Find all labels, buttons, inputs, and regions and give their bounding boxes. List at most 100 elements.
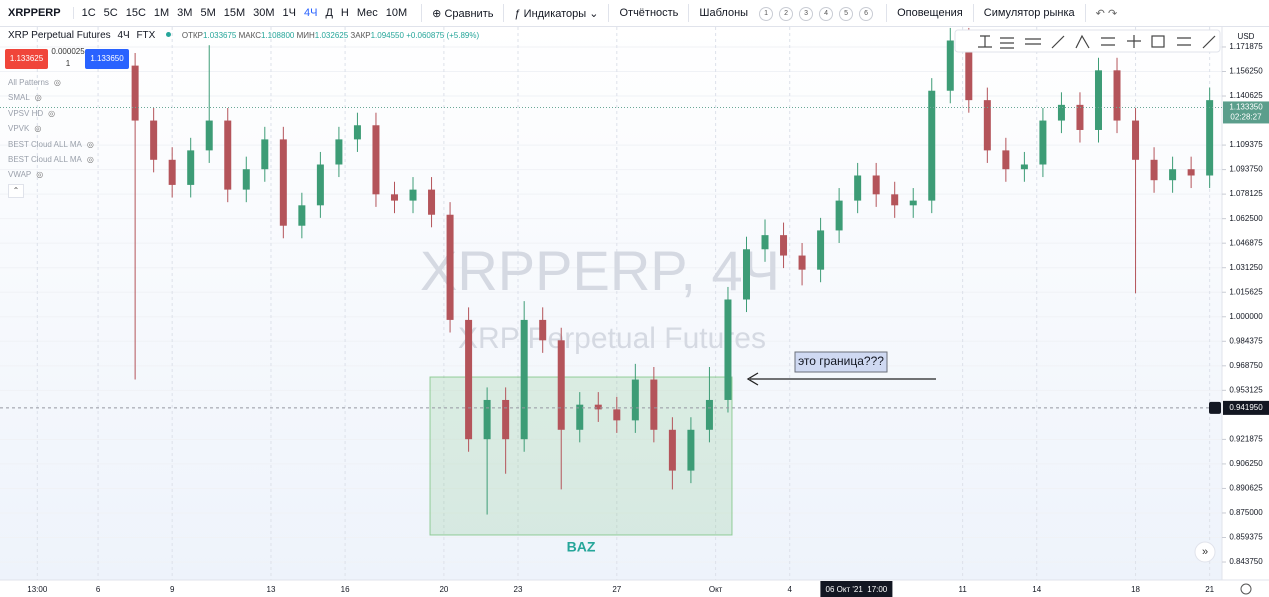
open-value: 1.033675	[203, 31, 237, 40]
candle-body	[335, 139, 343, 165]
candle-body	[131, 65, 139, 121]
replay-button[interactable]: Симулятор рынка	[983, 7, 1075, 19]
x-tick-label: 16	[341, 585, 350, 594]
undo[interactable]: ↶ ↷	[1095, 7, 1118, 20]
indicators-button[interactable]: ƒ Индикаторы ⌄	[514, 7, 599, 20]
status-dot	[166, 32, 172, 37]
study[interactable]: VPSV HD ◎	[8, 106, 94, 121]
interval[interactable]: 3М	[177, 7, 193, 19]
study[interactable]: All Patterns ◎	[8, 75, 94, 90]
reports-button[interactable]: Отчётность	[619, 7, 679, 19]
candle-body	[428, 189, 436, 215]
low-label: МИН	[296, 31, 315, 40]
low-value: 1.032625	[314, 31, 349, 40]
candle-body	[668, 429, 676, 471]
interval[interactable]: 1Ч	[282, 7, 296, 19]
interval[interactable]: 5М	[200, 7, 216, 19]
y-tick-label: 0.890625	[1229, 484, 1263, 493]
layout-slot[interactable]: 3	[799, 6, 814, 21]
y-tick-label: 0.875000	[1229, 508, 1263, 517]
high-value: 1.108800	[260, 31, 295, 40]
candle-body	[631, 379, 639, 421]
candle-body	[1150, 159, 1158, 181]
layout-slot[interactable]: 5	[839, 6, 854, 21]
legend-interval: 4Ч	[117, 30, 130, 41]
studies-list: All Patterns ◎ SMAL ◎ VPSV HD ◎ VPVK ◎ BEST Clou…	[8, 75, 94, 183]
candle-body	[150, 120, 158, 160]
visibility-icon: ◎	[48, 108, 56, 118]
interval[interactable]: 30М	[253, 7, 275, 19]
candle-body	[390, 194, 398, 201]
visibility-icon: ◎	[34, 93, 42, 103]
buy-button[interactable]: 1.133650	[85, 49, 129, 69]
x-tick-label: 23	[514, 585, 523, 594]
alerts-button[interactable]: Оповещения	[897, 7, 963, 19]
candle-body	[724, 299, 732, 400]
study[interactable]: VWAP ◎	[8, 167, 94, 182]
candle-body	[1039, 120, 1047, 165]
y-tick-label: 0.953125	[1229, 385, 1263, 394]
collapse-button[interactable]: ⌃	[8, 184, 24, 198]
callout-text: это граница???	[798, 354, 884, 368]
candle-body	[372, 125, 380, 195]
change-value: +0.060875 (+5.89%)	[406, 31, 480, 40]
legend-exchange: FTX	[136, 30, 156, 41]
candle-body	[502, 399, 510, 440]
symbol[interactable]: XRPPERP	[0, 7, 74, 19]
x-tick-label: 13	[267, 585, 276, 594]
study[interactable]: BEST Cloud ALL MA ◎	[8, 152, 94, 167]
interval[interactable]: 1С	[81, 7, 96, 19]
candle-body	[168, 159, 176, 185]
crosshair-price-tag	[1223, 400, 1269, 415]
interval[interactable]: 4Ч	[304, 7, 318, 19]
visibility-icon: ◎	[86, 155, 94, 165]
legend-name: XRP Perpetual Futures	[8, 30, 111, 41]
last-price-tag	[1223, 101, 1269, 124]
x-tick-label: 18	[1131, 585, 1140, 594]
interval[interactable]: 15М	[223, 7, 246, 19]
study-name: All Patterns	[8, 78, 49, 87]
compare-button[interactable]: ⊕ Сравнить	[432, 7, 494, 20]
interval[interactable]: 15С	[125, 7, 146, 19]
study[interactable]: SMAL ◎	[8, 90, 94, 105]
interval[interactable]: 1М	[153, 7, 170, 19]
callout-box[interactable]	[794, 351, 888, 373]
watermark-subtitle: XRP Perpetual Futures	[458, 322, 766, 355]
interval[interactable]: Мес	[356, 7, 378, 19]
candle-body	[854, 175, 862, 201]
layout-slot[interactable]: 6	[859, 6, 874, 21]
candle-body	[205, 120, 213, 151]
candle-body	[446, 214, 454, 320]
drawing-toolbar	[954, 29, 1221, 53]
interval[interactable]: 10М	[385, 7, 408, 19]
candle-body	[298, 205, 306, 226]
candle-body	[224, 120, 232, 190]
x-tick-label: 27	[612, 585, 621, 594]
drawing-tools[interactable]	[978, 34, 1216, 49]
candle-body	[576, 404, 584, 430]
study[interactable]: VPVK ◎	[8, 121, 94, 136]
last-price-label: 1.133350	[1229, 103, 1263, 112]
scroll-button[interactable]	[1194, 541, 1216, 563]
interval[interactable]: 5С	[103, 7, 118, 19]
y-tick-label: 0.859375	[1229, 533, 1263, 542]
layout-slot[interactable]: 1	[759, 6, 774, 21]
candle-body	[557, 340, 565, 430]
candle-body	[187, 150, 195, 185]
study[interactable]: BEST Cloud ALL MA ◎	[8, 137, 94, 152]
templates-button[interactable]: Шаблоны	[699, 7, 749, 19]
candle-body	[409, 189, 417, 201]
legend: XRP Perpetual Futures 4Ч FTX ОТКР1.03367…	[8, 30, 479, 41]
range-box[interactable]	[429, 376, 733, 536]
study-name: VPSV HD	[8, 108, 44, 118]
layout-slot[interactable]: 2	[779, 6, 794, 21]
candle-body	[1113, 70, 1121, 121]
interval[interactable]: Н	[340, 7, 349, 19]
visibility-icon: ◎	[86, 139, 94, 149]
layout-slot[interactable]: 4	[819, 6, 834, 21]
y-tick-label: 1.140625	[1229, 91, 1263, 100]
sell-button[interactable]: 1.133625	[5, 49, 48, 69]
settings-icon[interactable]	[1240, 583, 1252, 595]
interval[interactable]: Д	[325, 7, 333, 19]
candle-body	[1020, 164, 1028, 170]
